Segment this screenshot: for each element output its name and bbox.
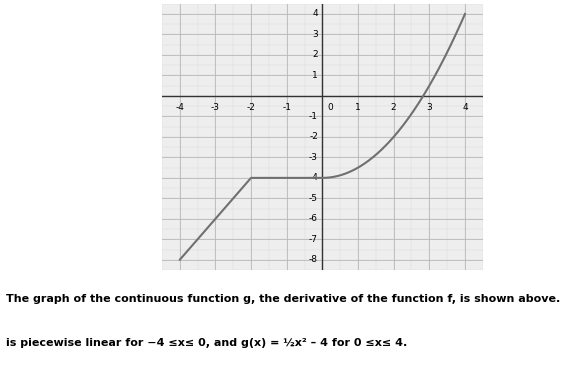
Text: -4: -4	[176, 103, 184, 112]
Text: -2: -2	[309, 132, 318, 141]
Text: 2: 2	[391, 103, 396, 112]
Text: -2: -2	[247, 103, 256, 112]
Text: 2: 2	[312, 50, 318, 60]
Text: 3: 3	[312, 30, 318, 39]
Text: -1: -1	[309, 112, 318, 121]
Text: 1: 1	[312, 71, 318, 80]
Text: is piecewise linear for −4 ≤x≤ 0, and g(x) = ½x² – 4 for 0 ≤x≤ 4.: is piecewise linear for −4 ≤x≤ 0, and g(…	[6, 338, 407, 348]
Text: -8: -8	[309, 255, 318, 264]
Text: 4: 4	[312, 10, 318, 18]
Text: 0: 0	[328, 103, 333, 112]
Text: -3: -3	[211, 103, 220, 112]
Text: 4: 4	[462, 103, 468, 112]
Text: The graph of the continuous function g, the derivative of the function f, is sho: The graph of the continuous function g, …	[6, 293, 568, 303]
Text: -4: -4	[309, 174, 318, 182]
Text: -3: -3	[309, 153, 318, 162]
Text: -6: -6	[309, 214, 318, 223]
Text: -5: -5	[309, 194, 318, 203]
Text: 3: 3	[427, 103, 432, 112]
Text: 1: 1	[355, 103, 361, 112]
Text: -1: -1	[282, 103, 291, 112]
Text: -7: -7	[309, 235, 318, 244]
